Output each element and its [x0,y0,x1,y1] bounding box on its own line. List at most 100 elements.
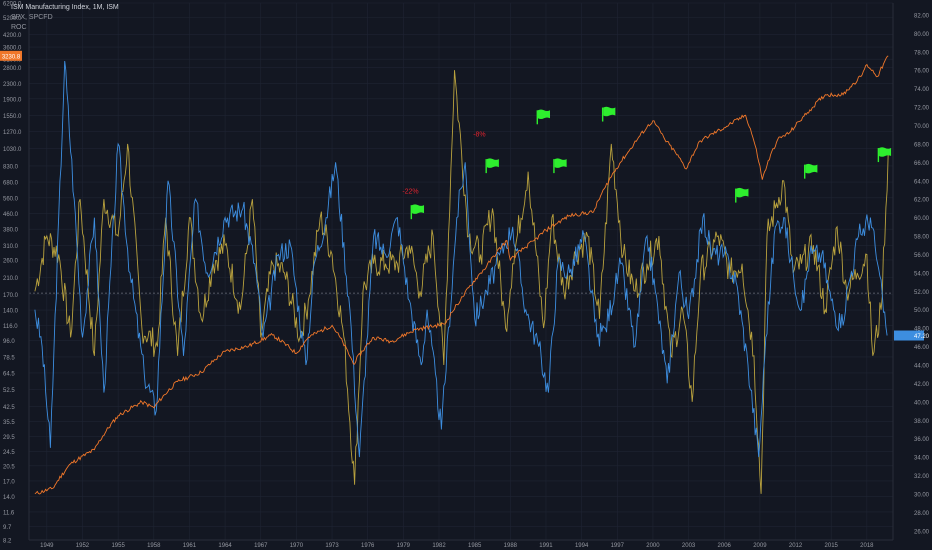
flag-pole [536,110,538,125]
annotations-layer: -22% -8% [402,106,892,220]
flag-cloth [879,147,892,157]
time-tick-label: 1976 [361,543,375,549]
right-tick-label: 72.00 [914,106,930,112]
right-tick-label: 78.00 [914,50,930,56]
time-tick-label: 2000 [646,543,660,549]
time-tick-label: 2012 [789,543,803,549]
legend-main-series[interactable]: ISM Manufacturing Index, 1M, ISM [11,4,119,11]
time-tick-label: 1997 [611,543,625,549]
left-tick-label: 3600.0 [3,46,22,52]
left-tick-label: 2300.0 [3,82,22,88]
time-tick-label: 1955 [111,543,125,549]
left-tick-label: 14.0 [3,495,15,501]
right-tick-label: 50.00 [914,308,930,314]
left-tick-label: 5200.0 [3,16,22,22]
time-tick-label: 1952 [76,543,90,549]
left-tick-label: 380.0 [3,228,19,234]
ism-line [34,60,888,458]
ism-price-label: 47.20 [914,334,930,340]
flag-pole [553,159,555,174]
left-tick-label: 680.0 [3,181,19,187]
left-tick-label: 78.5 [3,355,15,361]
right-tick-label: 48.00 [914,327,930,333]
left-tick-label: 6200.0 [3,2,22,8]
flag-pole [410,205,413,220]
right-tick-label: 68.00 [914,142,930,148]
left-tick-label: 96.0 [3,339,15,345]
flag-icon [735,187,749,203]
flag-cloth [554,158,567,168]
flag-icon [485,158,499,174]
left-tick-label: 8.2 [3,539,12,545]
left-tick-label: 4200.0 [3,33,22,39]
left-tick-label: 210.0 [3,276,19,282]
left-tick-label: 35.5 [3,420,15,426]
spx-line [34,55,889,495]
flag-cloth [486,158,499,168]
right-axis[interactable]: 82.00 80.00 78.00 76.00 74.00 72.00 70.00 68.00… [892,3,930,540]
left-axis[interactable]: 6200.05200.04200.03600.03100.02800.02300… [0,2,30,545]
flag-icon [553,158,567,174]
flag-icon [877,147,892,163]
right-tick-label: 58.00 [914,235,930,241]
left-tick-label: 830.0 [3,164,19,170]
right-tick-label: 56.00 [914,253,930,259]
left-tick-label: 42.5 [3,405,15,411]
right-tick-label: 62.00 [914,198,930,204]
roc-annotation-label: -22% [402,189,418,196]
left-tick-label: 1900.0 [3,97,22,103]
flag-cloth [736,187,749,198]
left-tick-label: 20.5 [3,464,15,470]
right-tick-label: 82.00 [914,13,930,19]
left-tick-label: 560.0 [3,196,19,202]
right-tick-label: 42.00 [914,382,930,388]
left-tick-label: 11.6 [3,510,15,516]
left-tick-label: 460.0 [3,212,19,218]
left-tick-label: 29.5 [3,435,15,441]
spx-price-badge [0,50,22,61]
left-tick-label: 310.0 [3,244,19,250]
time-axis[interactable]: 1949 1952 1955 1958 1961 1964 1967 1970 1973 1976… [29,539,893,549]
time-tick-label: 1970 [290,543,304,549]
spx-price-label: 3230.8 [2,54,21,60]
left-tick-label: 64.5 [3,371,15,377]
time-tick-label: 2015 [825,543,839,549]
time-tick-label: 2018 [860,543,874,549]
right-tick-label: 60.00 [914,216,930,222]
left-tick-label: 260.0 [3,258,19,264]
legend-compare-series[interactable]: SPX, SPCFD [11,14,53,21]
time-tick-label: 2003 [682,543,696,549]
right-tick-label: 30.00 [914,492,930,498]
right-tick-label: 38.00 [914,419,930,425]
grid [29,2,893,541]
right-tick-label: 66.00 [914,161,930,167]
right-tick-label: 34.00 [914,456,930,462]
flag-pole [601,107,604,122]
right-tick-label: 64.00 [914,179,930,185]
flag-icon [536,109,550,125]
time-tick-label: 1949 [40,543,54,549]
time-tick-label: 1991 [539,543,553,549]
flag-pole [877,148,880,163]
series-layer [34,55,889,495]
time-tick-label: 2006 [718,543,732,549]
right-tick-label: 44.00 [914,363,930,369]
right-tick-label: 76.00 [914,69,930,75]
legend-indicator[interactable]: ROC [11,24,27,31]
flag-cloth [412,204,425,214]
left-tick-label: 9.7 [3,525,12,531]
time-tick-label: 1958 [147,543,161,549]
time-tick-label: 1973 [325,543,339,549]
right-tick-label: 40.00 [914,400,930,406]
left-tick-label: 17.0 [3,479,15,485]
left-tick-label: 24.5 [3,450,15,456]
time-tick-label: 1994 [575,543,589,549]
flag-cloth [805,163,818,174]
legend: ISM Manufacturing Index, 1M, ISM SPX, SP… [11,3,119,33]
time-tick-label: 1985 [468,543,482,549]
left-tick-label: 52.5 [3,388,15,394]
right-tick-label: 54.00 [914,271,930,277]
right-tick-label: 36.00 [914,437,930,443]
